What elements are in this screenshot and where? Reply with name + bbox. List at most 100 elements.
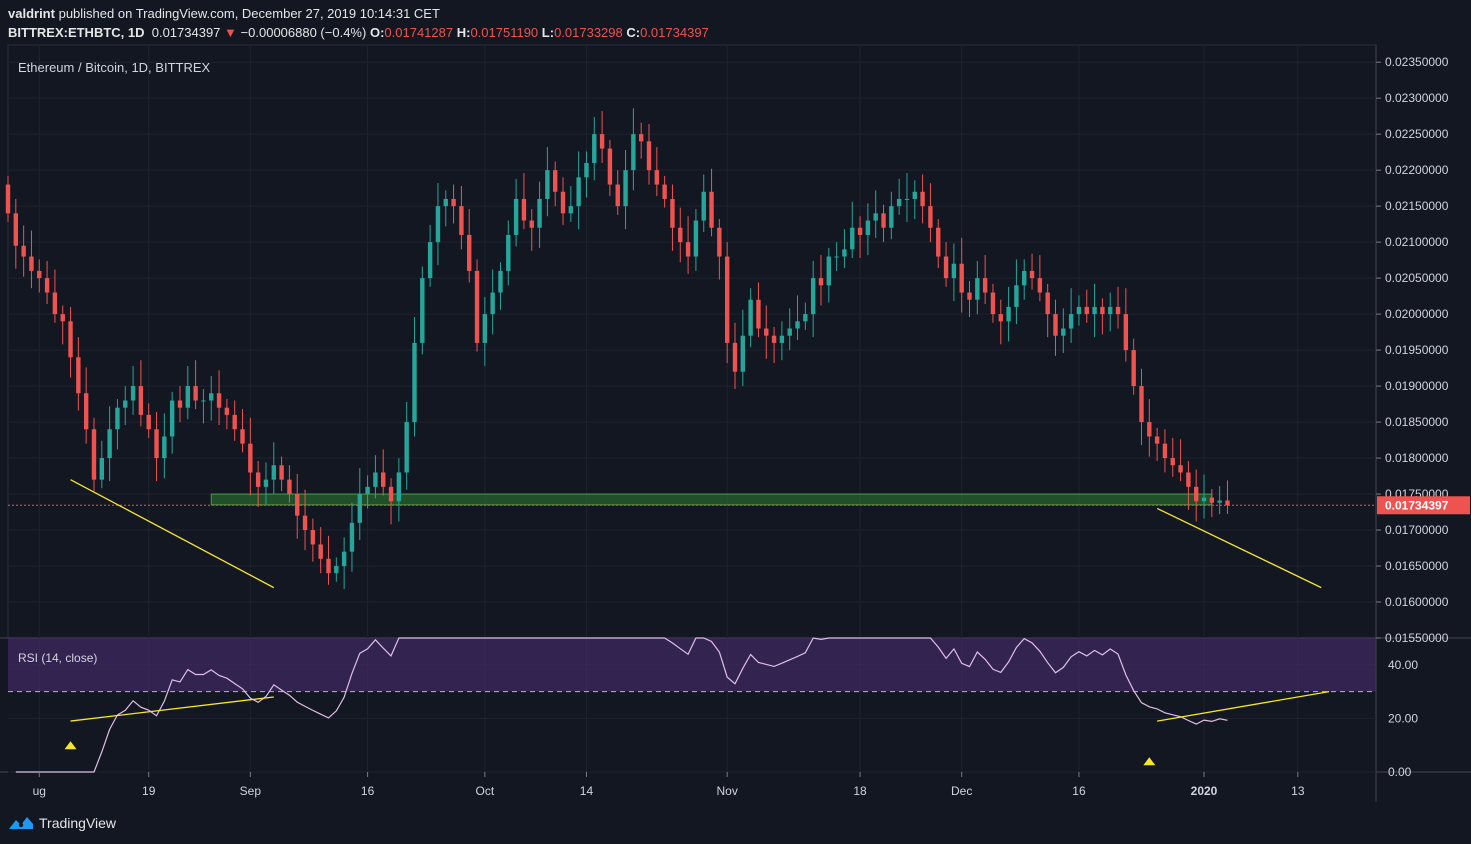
price-axis[interactable]: 0.02350000 0.02300000 0.02250000 0.02200000… [1376, 55, 1470, 645]
publish-text: published on TradingView.com, December 2… [58, 6, 440, 21]
candle-body [1209, 497, 1215, 503]
candle-body [13, 213, 19, 246]
time-tick-label: Oct [476, 784, 495, 798]
candle-body [388, 486, 394, 502]
candle-body [451, 198, 456, 207]
rsi-tick-label: 40.00 [1388, 658, 1418, 672]
trendlines [70, 479, 1322, 589]
symbol-ohlc-line: BITTREX:ETHBTC, 1D 0.01734397 ▼ −0.00006… [8, 25, 709, 40]
candle-body [1154, 436, 1160, 444]
candle-body [654, 170, 660, 185]
candle-body [592, 134, 597, 163]
rsi-trendline [70, 696, 274, 722]
candle-body [756, 299, 761, 329]
candle-body [365, 486, 370, 495]
candle-body [404, 422, 409, 473]
candle-body [169, 400, 175, 437]
candle-body [685, 242, 691, 257]
tradingview-logo[interactable]: TradingView [8, 815, 116, 831]
candle-body [842, 249, 847, 257]
candle-body [232, 414, 237, 430]
candle-body [146, 414, 151, 430]
time-tick-label: 16 [1072, 784, 1086, 798]
price-tick-label: 0.01850000 [1385, 415, 1449, 429]
candle-body [1022, 270, 1027, 286]
candle-body [107, 429, 112, 459]
price-trendline [1156, 507, 1322, 589]
candle-body [810, 278, 816, 315]
candle-body [967, 292, 972, 300]
candle-body [37, 270, 42, 279]
candle-body [279, 465, 284, 480]
price-tick-label: 0.01900000 [1385, 379, 1449, 393]
candle-body [1139, 386, 1144, 423]
chart-title: Ethereum / Bitcoin, 1D, BITTREX [18, 60, 211, 75]
rsi-tick-label: 20.00 [1388, 711, 1418, 725]
candle-body [928, 206, 933, 228]
candle-body [216, 393, 222, 408]
candle-body [1045, 292, 1050, 315]
time-tick-label: Sep [240, 784, 262, 798]
candle-body [1014, 285, 1019, 307]
candle-body [732, 342, 738, 372]
candle-body [638, 134, 644, 142]
candle-body [99, 458, 105, 480]
symbol-label[interactable]: BITTREX:ETHBTC, 1D [8, 25, 145, 40]
price-tick-label: 0.01950000 [1385, 343, 1449, 357]
time-axis[interactable]: ug 19 Sep 16 Oct 14 Nov 18 Dec 16 2020 13 [33, 772, 1305, 798]
candle-body [1084, 306, 1089, 315]
candle-body [936, 227, 941, 257]
time-tick-label: Nov [717, 784, 738, 798]
rsi-line [15, 637, 1228, 773]
candle-body [1225, 500, 1230, 506]
candle-body [1162, 443, 1168, 459]
candle-body [130, 386, 136, 401]
candle-body [834, 256, 839, 258]
candle-body [1217, 500, 1222, 503]
candle-body [443, 198, 448, 207]
candle-body [568, 206, 574, 214]
candle-body [826, 256, 831, 286]
candle-body [724, 256, 730, 343]
candle-body [310, 530, 316, 545]
price-tick-label: 0.02100000 [1385, 235, 1449, 249]
price-tick-label: 0.02300000 [1385, 91, 1449, 105]
candle-body [248, 443, 253, 473]
candle-body [896, 198, 902, 207]
time-tick-label: 13 [1291, 784, 1305, 798]
open-value: 0.01741287 [384, 25, 454, 40]
candle-body [943, 256, 949, 279]
candle-body [990, 292, 996, 315]
last-price: 0.01734397 [151, 25, 221, 40]
price-tick-label: 0.02000000 [1385, 307, 1449, 321]
candle-body [357, 494, 362, 523]
candle-body [576, 177, 581, 207]
time-tick-label: 2020 [1191, 784, 1218, 798]
author-name[interactable]: valdrint [8, 6, 55, 21]
rsi-pane: 40.00 20.00 0.00 [8, 637, 1418, 779]
candle-body [771, 335, 777, 343]
candle-body [185, 386, 190, 408]
candle-body [474, 270, 480, 343]
candle-body [271, 465, 276, 480]
candle-body [881, 213, 886, 228]
candle-body [341, 551, 347, 567]
close-label: C: [626, 25, 641, 40]
candle-body [795, 321, 800, 329]
bullish-divergence-marker [1143, 757, 1156, 766]
low-value: 0.01733298 [554, 25, 623, 40]
candle-body [1037, 278, 1043, 293]
close-value: 0.01734397 [640, 25, 709, 40]
candle-body [240, 429, 245, 444]
candle-body [1201, 497, 1207, 502]
candle-body [326, 558, 331, 574]
candle-body [209, 393, 214, 401]
candle-body [263, 479, 269, 487]
candle-body [1147, 422, 1152, 437]
candle-body [1131, 350, 1136, 387]
candle-body [490, 292, 495, 315]
candle-body [1006, 306, 1011, 322]
candle-body [693, 220, 699, 257]
candle-body [76, 357, 81, 394]
